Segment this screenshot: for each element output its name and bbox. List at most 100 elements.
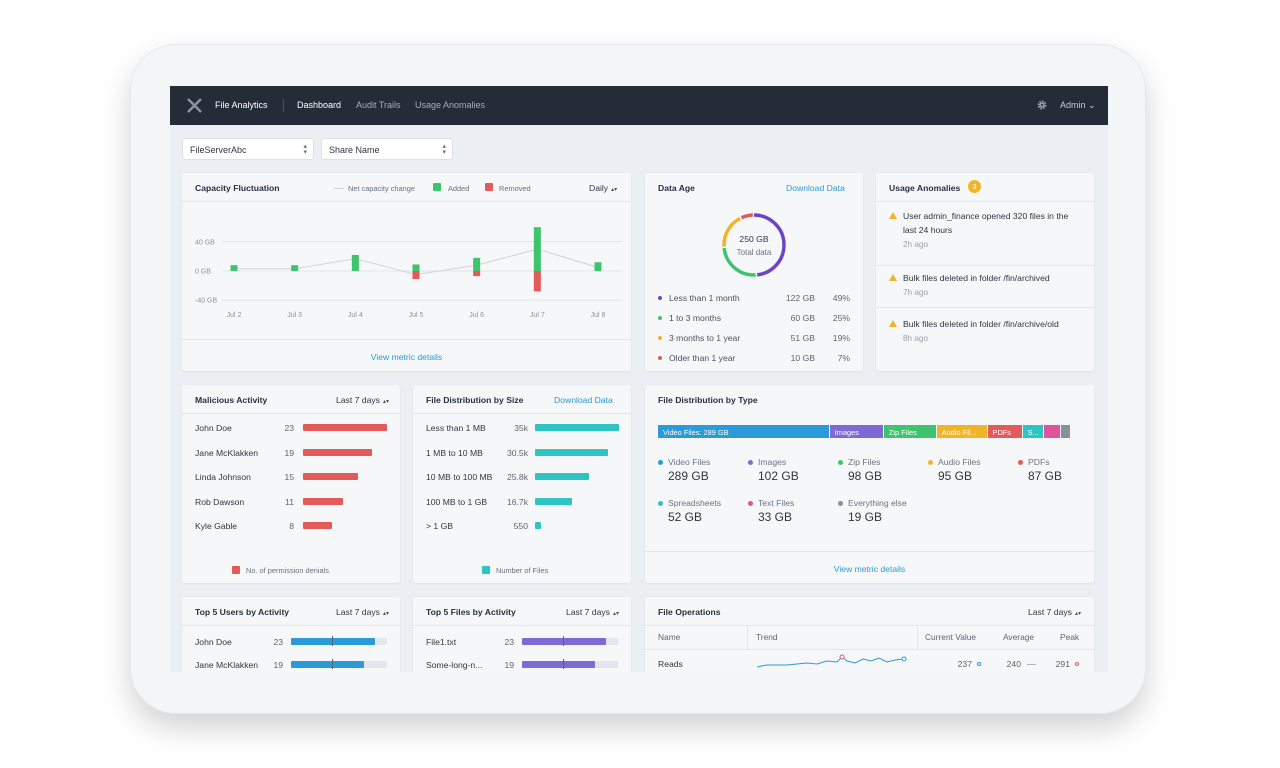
item-label: Less than 1 MB bbox=[426, 423, 486, 433]
donut-total: 250 GB bbox=[739, 234, 769, 244]
select-arrows-icon: ▴ ▾ bbox=[303, 143, 307, 156]
legend-dot-icon bbox=[1018, 460, 1023, 465]
item-count: 23 bbox=[273, 637, 283, 647]
item-label: Some-long-n... bbox=[426, 660, 483, 670]
legend-swatch bbox=[232, 566, 240, 574]
legend-swatch bbox=[482, 566, 490, 574]
col-header-average: Average bbox=[1003, 632, 1035, 642]
item-bar bbox=[303, 497, 344, 505]
item-bar bbox=[291, 638, 376, 645]
card-divider bbox=[182, 413, 400, 414]
download-data-link[interactable]: Download Data bbox=[786, 183, 845, 193]
item-divider bbox=[876, 307, 1094, 308]
period-dropdown[interactable]: Last 7 days ▴▾ bbox=[336, 607, 389, 617]
legend-dot-icon bbox=[928, 460, 933, 465]
peak-value: 291 bbox=[1055, 659, 1070, 669]
tab-usage-anomalies[interactable]: Usage Anomalies bbox=[415, 100, 486, 110]
dropdown-arrows-icon: ▴▾ bbox=[612, 611, 619, 617]
item-label: > 1 GB bbox=[426, 521, 453, 531]
y-tick-label: 0 GB bbox=[195, 269, 211, 276]
period-dropdown[interactable]: Last 7 days ▴▾ bbox=[1028, 607, 1081, 617]
stat-label: Video Files bbox=[668, 457, 711, 467]
stat-label: Audio Files bbox=[938, 457, 981, 467]
card-title: Data Age bbox=[658, 183, 695, 193]
card-divider bbox=[876, 201, 1094, 202]
removed-bar bbox=[412, 271, 420, 280]
donut-segment bbox=[722, 213, 786, 277]
type-segment[interactable]: Audio Fil... bbox=[936, 425, 987, 438]
item-count: 15 bbox=[284, 472, 294, 482]
type-distribution-card: File Distribution by Type Video Files: 2… bbox=[645, 385, 1094, 583]
type-segment[interactable] bbox=[1043, 425, 1060, 438]
type-segment[interactable] bbox=[1060, 425, 1071, 438]
card-divider bbox=[413, 413, 631, 414]
age-pct: 7% bbox=[837, 353, 850, 363]
card-title: Top 5 Files by Activity bbox=[426, 607, 516, 617]
view-metric-details-link[interactable]: View metric details bbox=[370, 352, 443, 362]
server-select[interactable]: FileServerAbc ▴ ▾ bbox=[182, 138, 314, 160]
col-header-trend: Trend bbox=[756, 632, 778, 642]
age-size: 51 GB bbox=[790, 333, 815, 343]
gear-icon[interactable] bbox=[1036, 99, 1048, 111]
stat-value: 52 GB bbox=[668, 510, 703, 524]
type-segment[interactable]: Zip Files bbox=[883, 425, 936, 438]
item-bar bbox=[535, 497, 573, 505]
item-label: Jane McKlakken bbox=[195, 660, 259, 670]
item-label: Rob Dawson bbox=[195, 496, 245, 507]
age-label: 1 to 3 months bbox=[669, 313, 722, 323]
item-count: 19 bbox=[504, 660, 514, 670]
anomaly-text: User admin_finance opened 320 files in t… bbox=[903, 211, 1069, 221]
col-divider bbox=[917, 625, 918, 649]
dropdown-arrows-icon: ▴▾ bbox=[611, 187, 618, 193]
type-segment[interactable]: Images bbox=[829, 425, 883, 438]
app-title: File Analytics bbox=[215, 100, 268, 110]
top-files-card: Top 5 Files by Activity Last 7 days ▴▾ Fi… bbox=[413, 597, 631, 672]
type-stacked-bar: Video Files: 289 GB Images Zip Files Audio … bbox=[658, 425, 1081, 438]
net-legend-line bbox=[334, 188, 344, 189]
period-dropdown[interactable]: Last 7 days ▴▾ bbox=[566, 607, 619, 617]
item-count: 19 bbox=[273, 660, 283, 670]
tab-audit-trails[interactable]: Audit Trails bbox=[356, 100, 401, 110]
stat-label: PDFs bbox=[1028, 457, 1050, 467]
type-segment[interactable]: S... bbox=[1022, 425, 1043, 438]
admin-menu[interactable]: Admin ⌄ bbox=[1060, 100, 1096, 110]
stat-value: 289 GB bbox=[668, 469, 709, 483]
download-data-link[interactable]: Download Data bbox=[554, 395, 613, 405]
item-bar bbox=[303, 473, 358, 480]
x-tick-label: Jul 2 bbox=[227, 312, 242, 319]
share-select[interactable]: Share Name ▴ ▾ bbox=[321, 138, 453, 160]
period-dropdown[interactable]: Daily ▴▾ bbox=[589, 183, 617, 193]
select-arrows-icon: ▴ ▾ bbox=[442, 143, 446, 156]
stat-value: 98 GB bbox=[848, 469, 883, 483]
view-metric-details-link[interactable]: View metric details bbox=[833, 564, 906, 574]
legend-dot-icon bbox=[838, 460, 843, 465]
stat-label: Images bbox=[758, 457, 787, 467]
item-bar bbox=[303, 522, 333, 529]
top-users-card: Top 5 Users by Activity Last 7 days ▴▾ Jo… bbox=[182, 597, 400, 672]
age-size: 10 GB bbox=[790, 353, 815, 363]
share-select-value: Share Name bbox=[329, 145, 380, 155]
y-tick-label: 40 GB bbox=[195, 239, 215, 246]
average-value: 240 bbox=[1006, 659, 1021, 669]
warning-icon bbox=[889, 274, 897, 281]
age-size: 60 GB bbox=[790, 313, 815, 323]
stat-label: Zip Files bbox=[848, 457, 881, 467]
type-segment[interactable]: PDFs bbox=[987, 425, 1022, 438]
item-bar bbox=[303, 448, 373, 456]
added-bar bbox=[412, 264, 420, 271]
anomaly-text: last 24 hours bbox=[903, 225, 953, 235]
donut-segment bbox=[722, 213, 786, 277]
x-tick-label: Jul 6 bbox=[469, 312, 484, 319]
type-segment[interactable]: Video Files: 289 GB bbox=[658, 425, 829, 438]
current-value: 237 bbox=[957, 659, 972, 669]
period-dropdown[interactable]: Last 7 days ▴▾ bbox=[336, 395, 389, 405]
item-count: 16.7k bbox=[506, 496, 528, 507]
period-value: Daily bbox=[589, 183, 609, 193]
removed-bar bbox=[533, 271, 541, 292]
app-screen: File Analytics Dashboard Audit Trails Us… bbox=[170, 86, 1108, 672]
card-divider bbox=[182, 625, 400, 626]
item-label: Linda Johnson bbox=[195, 472, 251, 482]
tab-dashboard[interactable]: Dashboard bbox=[297, 100, 342, 110]
stat-label: Spreadsheets bbox=[668, 498, 722, 508]
item-bar bbox=[522, 661, 595, 668]
